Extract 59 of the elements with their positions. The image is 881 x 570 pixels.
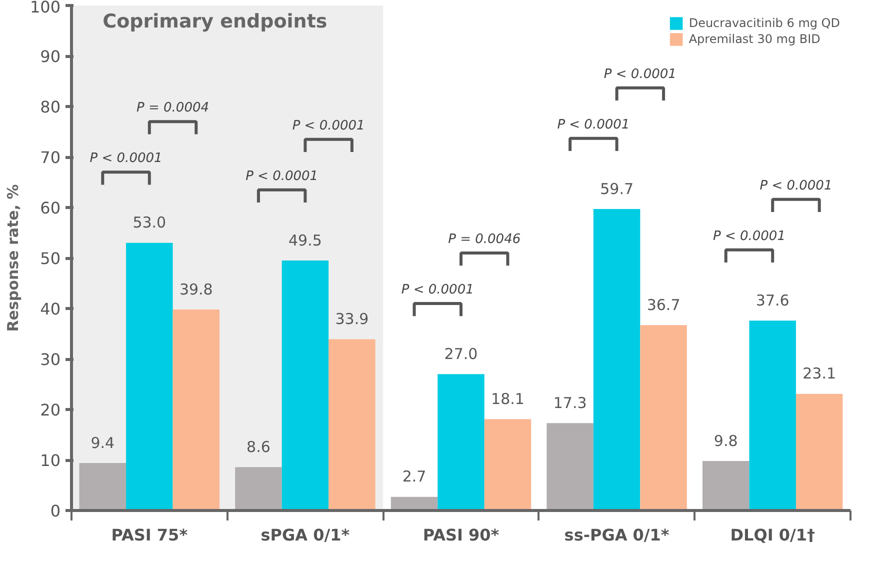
bar	[593, 209, 640, 510]
y-tick-label: 100	[30, 0, 61, 16]
y-tick-label: 0	[50, 502, 61, 520]
bar	[702, 461, 750, 510]
legend-label: Deucravacitinib 6 mg QD	[688, 16, 840, 30]
data-label: 8.6	[246, 438, 270, 456]
y-tick-label: 70	[40, 148, 60, 167]
y-tick-label: 60	[40, 198, 60, 218]
data-label: 27.0	[444, 345, 478, 363]
y-tick-label: 10	[40, 451, 60, 470]
bar	[235, 467, 282, 510]
annotation: P < 0.0001	[90, 151, 162, 166]
annotation: P = 0.0046	[448, 232, 521, 247]
annotation: P < 0.0001	[557, 117, 630, 132]
data-label: 39.8	[179, 280, 213, 298]
bar	[328, 339, 376, 510]
x-tick-label: PASI 75*	[111, 526, 188, 544]
data-label: 23.1	[802, 364, 836, 383]
y-tick-label: 80	[40, 98, 60, 116]
band-label: Coprimary endpoints	[102, 10, 328, 33]
bar	[484, 419, 532, 510]
y-tick-label: 90	[40, 47, 60, 66]
bar	[546, 423, 594, 510]
bar	[749, 320, 796, 510]
data-label: 9.8	[714, 432, 738, 450]
data-label: 49.5	[288, 231, 322, 250]
annotation: P = 0.0004	[136, 100, 210, 116]
bar	[438, 374, 484, 510]
y-tick-label: 50	[40, 249, 60, 268]
legend-label: Apremilast 30 mg BID	[688, 32, 820, 46]
data-label: 37.6	[756, 291, 790, 310]
y-axis-title: Response rate, %	[4, 184, 22, 332]
data-label: 2.7	[402, 468, 426, 486]
x-tick-label: DLQI 0/1†	[730, 526, 815, 544]
annotation: P < 0.0001	[604, 66, 676, 82]
annotation: P < 0.0001	[292, 118, 365, 134]
bar	[640, 325, 687, 510]
data-label: 59.7	[600, 180, 634, 198]
bar	[796, 394, 843, 510]
data-label: 17.3	[553, 394, 587, 412]
y-tick-label: 40	[40, 300, 60, 318]
x-tick-label: sPGA 0/1*	[260, 526, 350, 544]
x-tick-label: PASI 90*	[422, 526, 500, 544]
data-label: 18.1	[491, 390, 524, 408]
data-label: 33.9	[335, 310, 369, 328]
bar	[282, 260, 329, 510]
annotation: P < 0.0001	[401, 282, 474, 298]
bar	[126, 242, 173, 510]
data-label: 53.0	[132, 214, 166, 232]
data-label: 36.7	[646, 296, 680, 314]
annotation: P < 0.0001	[760, 178, 832, 194]
x-tick-label: ss-PGA 0/1*	[564, 526, 670, 544]
y-tick-label: 20	[40, 400, 60, 420]
bar	[79, 463, 126, 510]
annotation: P < 0.0001	[712, 228, 786, 244]
y-tick-label: 30	[40, 350, 60, 369]
annotation: P < 0.0001	[246, 168, 318, 184]
data-label: 9.4	[90, 434, 115, 452]
bar	[172, 310, 220, 510]
